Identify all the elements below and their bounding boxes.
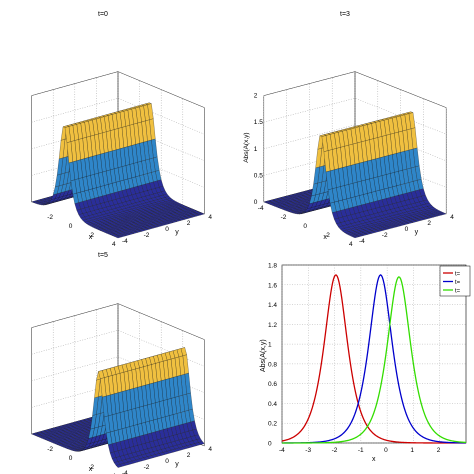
y-axis-label: y (175, 229, 179, 236)
y-tick-label: -2 (382, 232, 388, 239)
x-tick-label: 4 (349, 241, 353, 248)
x-tick-label: 0 (69, 455, 73, 462)
x-axis-label: x (89, 466, 93, 473)
surface-mesh (31, 347, 205, 468)
x-tick-label: 0 (303, 223, 307, 230)
x-tick-label: -2 (47, 214, 53, 221)
legend-entry: t= (455, 280, 461, 286)
y-tick-label: -2 (144, 232, 150, 239)
legend: t= t= t= (439, 265, 471, 297)
surface-mesh (263, 111, 447, 238)
legend-entry: t= (455, 272, 461, 278)
x-tick-label: 2 (326, 232, 330, 239)
x-axis-label: x (89, 234, 93, 241)
x-tick-label: 2 (437, 447, 441, 454)
y-axis-label: y (175, 461, 179, 468)
x-tick-label: -2 (332, 447, 338, 454)
x-tick-label: -4 (279, 447, 285, 454)
x-tick-label: 0 (69, 223, 73, 230)
y-tick-label: 2 (187, 220, 191, 227)
surface-panel-t0: t=0 -2 0 2 4 x -4 -2 0 2 4 y (31, 11, 212, 248)
z-axis-label: Abs(A(x,y) (243, 132, 250, 162)
series-line-0 (281, 274, 466, 444)
x-tick-label: 2 (90, 464, 94, 471)
z-tick-label: 2 (254, 93, 258, 100)
y-axis-label: y (415, 229, 419, 236)
y-tick-label: 4 (450, 214, 454, 221)
x-tick-label: 0 (384, 447, 388, 454)
y-tick-label: 0.2 (268, 421, 277, 428)
surface-mesh (31, 102, 205, 239)
x-tick-label: 1 (410, 447, 414, 454)
x-axis-label: x (372, 456, 376, 463)
surface-facet (352, 235, 360, 238)
y-tick-label: 1.2 (268, 322, 277, 329)
y-tick-label: 0.8 (268, 361, 277, 368)
surface-facet (115, 235, 123, 239)
y-tick-label: 0 (405, 226, 409, 233)
y-tick-label: 1.8 (268, 263, 277, 270)
y-tick-label: 2 (187, 452, 191, 459)
y-tick-label: -4 (122, 238, 128, 245)
y-tick-label: 1.6 (268, 282, 277, 289)
z-tick-label: 1.5 (254, 119, 263, 126)
x-tick-label: 4 (112, 241, 116, 248)
y-tick-label: -4 (359, 238, 365, 245)
chart-title: t=0 (98, 11, 108, 18)
y-tick-label: -2 (144, 464, 150, 471)
y-tick-label: 4 (208, 214, 212, 221)
z-tick-label: 1 (254, 146, 258, 153)
z-tick-label: 0 (254, 199, 258, 206)
y-tick-label: 1 (268, 342, 272, 349)
x-tick-label: -4 (258, 205, 264, 212)
x-axis-label: x (323, 234, 327, 241)
chart-title: t=3 (340, 11, 350, 18)
line-panel: -4 -3 -2 -1 0 1 2 0 0.2 0.4 0.6 0.8 1 1.2 1.4 1.6 1.8 x Ab… (260, 263, 471, 463)
z-tick-label: 0.5 (254, 172, 263, 179)
y-tick-label: 0 (165, 458, 169, 465)
y-tick-label: 0.4 (268, 401, 277, 408)
y-tick-label: 2 (427, 220, 431, 227)
x-tick-label: -2 (281, 214, 287, 221)
x-tick-label: 2 (90, 232, 94, 239)
y-axis-label: Abs(A(x,y) (260, 339, 267, 372)
x-tick-label: -3 (305, 447, 311, 454)
y-tick-label: 0.6 (268, 381, 277, 388)
y-tick-label: 0 (165, 226, 169, 233)
y-tick-label: -4 (122, 470, 128, 474)
y-tick-label: 1.4 (268, 302, 277, 309)
y-tick-label: 0 (268, 441, 272, 448)
surface-facet (115, 464, 123, 468)
legend-entry: t= (455, 289, 461, 295)
series-line-2 (281, 276, 467, 444)
chart-title: t=5 (98, 252, 108, 259)
x-tick-label: -1 (358, 447, 364, 454)
y-tick-label: 4 (208, 446, 212, 453)
x-tick-label: -2 (47, 446, 53, 453)
